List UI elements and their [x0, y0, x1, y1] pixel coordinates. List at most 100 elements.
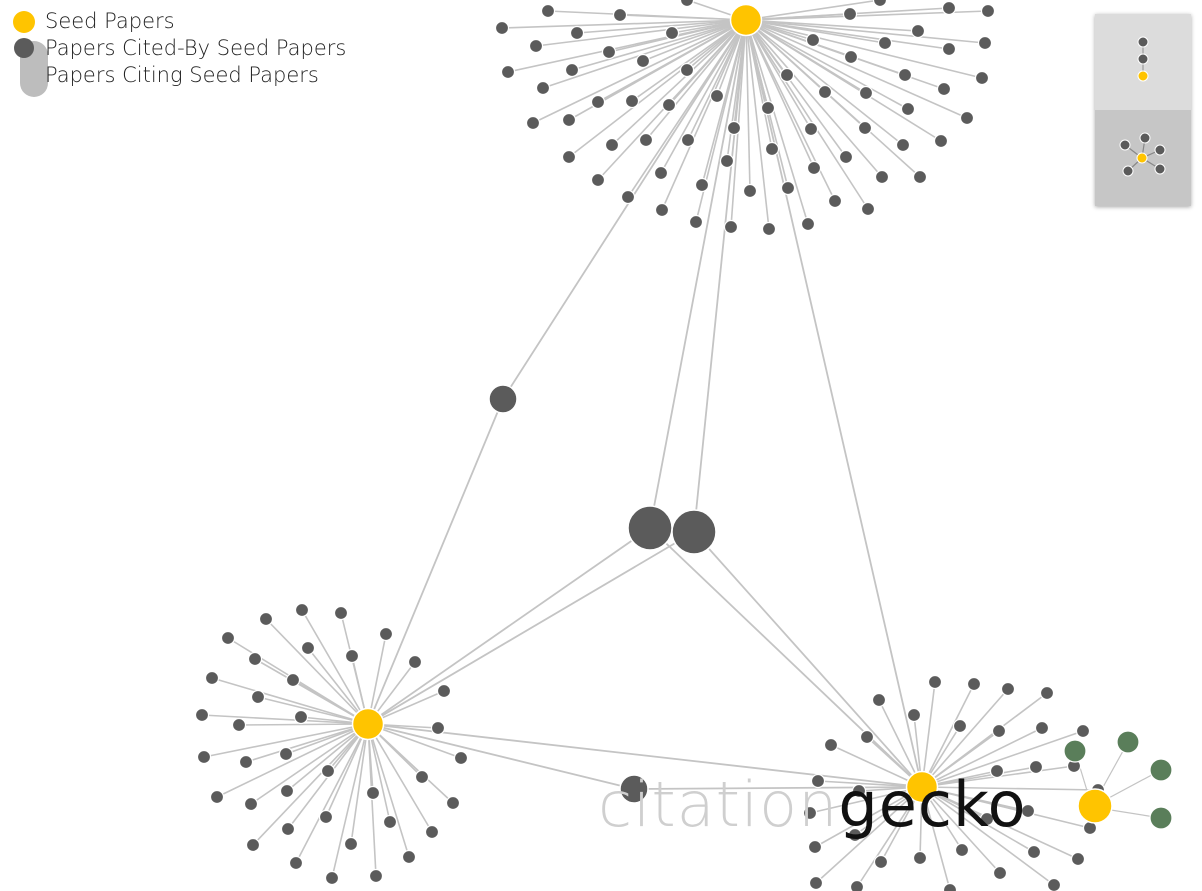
cited-paper-node[interactable]: [1039, 685, 1055, 701]
cited-paper-node[interactable]: [991, 723, 1007, 739]
cited-paper-node[interactable]: [688, 214, 704, 230]
cited-paper-node[interactable]: [243, 796, 259, 812]
cited-paper-node[interactable]: [293, 709, 309, 725]
cited-paper-node[interactable]: [680, 132, 696, 148]
cited-paper-node[interactable]: [1046, 877, 1062, 891]
cited-paper-node[interactable]: [912, 850, 928, 866]
cited-paper-node[interactable]: [661, 97, 677, 113]
cited-paper-node[interactable]: [806, 160, 822, 176]
shared-cited-paper-node[interactable]: [671, 509, 717, 555]
cited-paper-node[interactable]: [979, 811, 995, 827]
cited-paper-node[interactable]: [803, 121, 819, 137]
cited-paper-node[interactable]: [1000, 681, 1016, 697]
cited-paper-node[interactable]: [780, 180, 796, 196]
cited-paper-node[interactable]: [368, 868, 384, 884]
cited-paper-node[interactable]: [590, 94, 606, 110]
cited-paper-node[interactable]: [424, 824, 440, 840]
cited-paper-node[interactable]: [802, 805, 818, 821]
cited-paper-node[interactable]: [561, 149, 577, 165]
cited-paper-node[interactable]: [247, 651, 263, 667]
cited-paper-node[interactable]: [294, 602, 310, 618]
cited-paper-node[interactable]: [664, 25, 680, 41]
cited-paper-node[interactable]: [653, 165, 669, 181]
cited-paper-node[interactable]: [942, 882, 958, 891]
cited-paper-node[interactable]: [278, 746, 294, 762]
cited-paper-node[interactable]: [877, 35, 893, 51]
seed-paper-node[interactable]: [905, 770, 939, 804]
cited-paper-node[interactable]: [601, 44, 617, 60]
cited-paper-node[interactable]: [709, 88, 725, 104]
cited-paper-node[interactable]: [858, 85, 874, 101]
cited-paper-node[interactable]: [679, 0, 695, 8]
cited-paper-node[interactable]: [827, 193, 843, 209]
cited-paper-node[interactable]: [764, 141, 780, 157]
cited-paper-node[interactable]: [936, 81, 952, 97]
cited-paper-node[interactable]: [612, 7, 628, 23]
cited-paper-node[interactable]: [823, 737, 839, 753]
cited-paper-node[interactable]: [343, 836, 359, 852]
cited-paper-node[interactable]: [494, 20, 510, 36]
cited-paper-node[interactable]: [280, 821, 296, 837]
cited-paper-node[interactable]: [800, 216, 816, 232]
cited-paper-node[interactable]: [324, 870, 340, 886]
cited-paper-node[interactable]: [959, 110, 975, 126]
cited-paper-node[interactable]: [977, 35, 993, 51]
cited-paper-node[interactable]: [378, 626, 394, 642]
cited-paper-node[interactable]: [528, 38, 544, 54]
cited-paper-node[interactable]: [723, 219, 739, 235]
cited-paper-node[interactable]: [838, 149, 854, 165]
citing-paper-node[interactable]: [1116, 730, 1140, 754]
cited-paper-node[interactable]: [872, 0, 888, 8]
cited-paper-node[interactable]: [805, 32, 821, 48]
cited-paper-node[interactable]: [407, 654, 423, 670]
cited-paper-node[interactable]: [540, 3, 556, 19]
cited-paper-node[interactable]: [194, 707, 210, 723]
cited-paper-node[interactable]: [761, 221, 777, 237]
cited-paper-node[interactable]: [966, 676, 982, 692]
cited-paper-node[interactable]: [927, 674, 943, 690]
cited-paper-node[interactable]: [238, 754, 254, 770]
cited-paper-node[interactable]: [561, 112, 577, 128]
cited-paper-node[interactable]: [245, 837, 261, 853]
cited-paper-node[interactable]: [808, 875, 824, 891]
cited-paper-node[interactable]: [860, 201, 876, 217]
cited-paper-node[interactable]: [564, 62, 580, 78]
cited-paper-node[interactable]: [873, 854, 889, 870]
cited-paper-node[interactable]: [300, 640, 316, 656]
cited-paper-node[interactable]: [500, 64, 516, 80]
cited-paper-node[interactable]: [535, 80, 551, 96]
cited-paper-node[interactable]: [430, 720, 446, 736]
cited-paper-node[interactable]: [694, 177, 710, 193]
cited-paper-node[interactable]: [220, 630, 236, 646]
cited-paper-node[interactable]: [279, 783, 295, 799]
cited-paper-node[interactable]: [333, 605, 349, 621]
cited-paper-node[interactable]: [365, 785, 381, 801]
cited-paper-node[interactable]: [624, 93, 640, 109]
cited-paper-node[interactable]: [620, 189, 636, 205]
shared-cited-paper-node[interactable]: [619, 774, 649, 804]
cited-paper-node[interactable]: [635, 53, 651, 69]
cited-paper-node[interactable]: [895, 137, 911, 153]
cited-paper-node[interactable]: [1020, 803, 1036, 819]
cited-paper-node[interactable]: [843, 49, 859, 65]
cited-paper-node[interactable]: [204, 670, 220, 686]
cited-paper-node[interactable]: [912, 169, 928, 185]
cited-paper-node[interactable]: [258, 611, 274, 627]
cited-paper-node[interactable]: [318, 809, 334, 825]
cited-paper-node[interactable]: [807, 839, 823, 855]
cited-paper-node[interactable]: [1070, 851, 1086, 867]
citing-paper-node[interactable]: [1063, 739, 1087, 763]
cited-paper-node[interactable]: [954, 842, 970, 858]
citing-paper-node[interactable]: [1149, 758, 1173, 782]
cited-paper-node[interactable]: [604, 137, 620, 153]
cited-paper-node[interactable]: [382, 814, 398, 830]
seed-paper-node[interactable]: [729, 3, 763, 37]
cited-paper-node[interactable]: [1028, 759, 1044, 775]
cited-paper-node[interactable]: [851, 783, 867, 799]
cited-paper-node[interactable]: [742, 183, 758, 199]
cited-paper-node[interactable]: [638, 132, 654, 148]
cited-paper-node[interactable]: [209, 789, 225, 805]
cited-paper-node[interactable]: [980, 3, 996, 19]
cited-paper-node[interactable]: [726, 120, 742, 136]
